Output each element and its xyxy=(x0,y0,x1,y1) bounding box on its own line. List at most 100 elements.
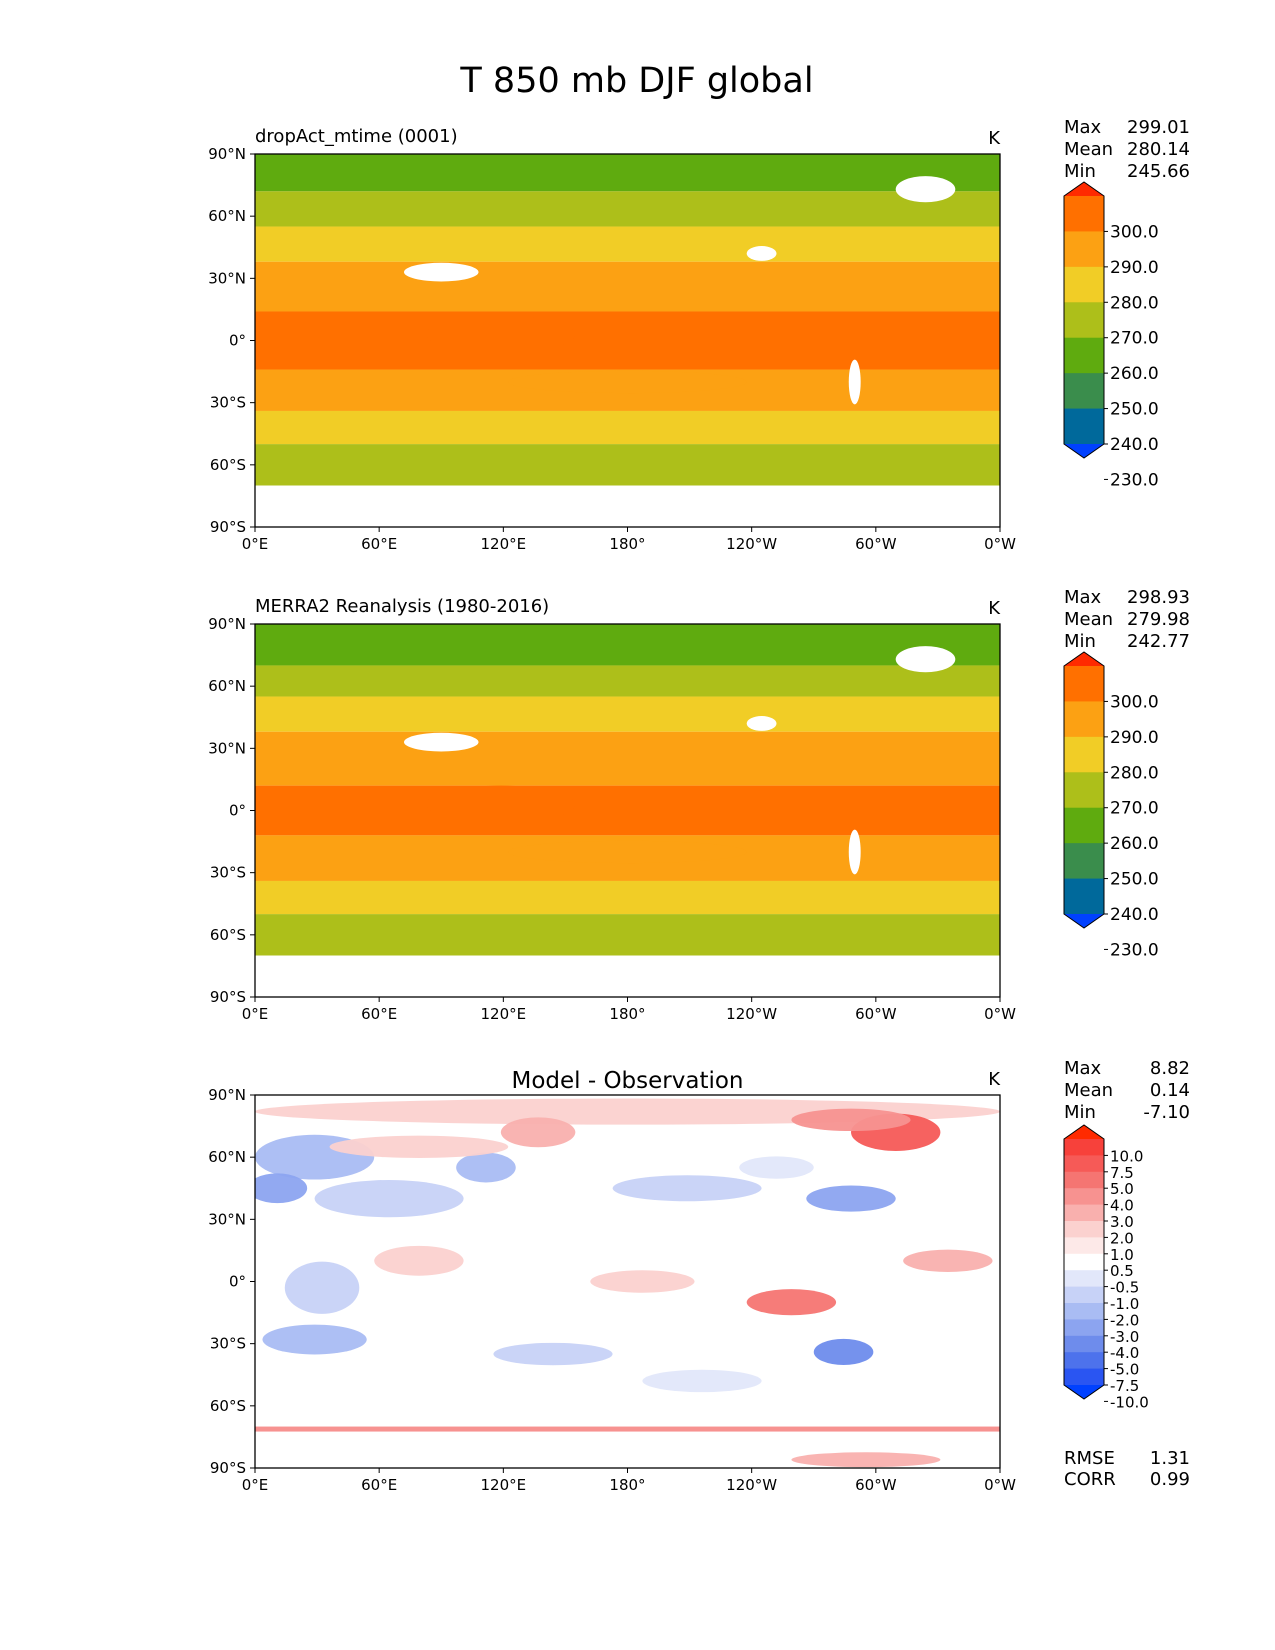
colorbar-segment xyxy=(1064,1188,1104,1206)
colorbar-segment xyxy=(1064,1253,1104,1271)
lat-tick-label: 90°N xyxy=(208,145,246,163)
panel-title: Model - Observation xyxy=(511,1068,743,1094)
map-field xyxy=(255,1095,1000,1468)
anomaly-blob xyxy=(813,1338,874,1366)
colorbar-level-label: 250.0 xyxy=(1110,870,1159,890)
lon-tick-label: 120°E xyxy=(481,535,527,553)
anomaly-blob xyxy=(903,1249,993,1272)
temperature-band xyxy=(255,665,1000,697)
colorbar-level-label: 5.0 xyxy=(1110,1180,1134,1198)
anomaly-blob xyxy=(746,1289,837,1316)
stat-label: Max xyxy=(1064,117,1102,138)
lat-tick-label: 90°N xyxy=(208,1086,246,1104)
anomaly-blob xyxy=(374,1245,464,1276)
colorbar-level-label: 280.0 xyxy=(1110,763,1159,783)
stat-value: 242.77 xyxy=(1127,631,1190,652)
colorbar-level-label: 230.0 xyxy=(1110,940,1159,960)
temperature-band xyxy=(255,311,1000,370)
temperature-band xyxy=(255,261,1000,312)
colorbar-level-label: 300.0 xyxy=(1110,222,1159,242)
lon-tick-label: 0°E xyxy=(242,1005,269,1023)
lon-tick-label: 0°W xyxy=(984,1476,1016,1494)
anomaly-blob xyxy=(255,1173,308,1204)
colorbar-segment xyxy=(1064,1286,1104,1304)
greenland-blank xyxy=(895,176,956,203)
colorbar-level-label: -1.0 xyxy=(1110,1295,1139,1313)
anomaly-blob xyxy=(791,1452,941,1468)
colorbar-segment xyxy=(1064,1319,1104,1337)
andes-blank xyxy=(848,829,861,875)
metric-label-corr: CORR xyxy=(1064,1469,1116,1490)
colorbar-level-label: -3.0 xyxy=(1110,1328,1139,1346)
lat-tick-label: 30°N xyxy=(208,1210,246,1228)
lat-tick-label: 30°N xyxy=(208,269,246,287)
stat-value: 245.66 xyxy=(1127,161,1190,182)
colorbar-segment xyxy=(1064,736,1104,773)
anomaly-blob xyxy=(590,1270,695,1293)
colorbar-segment xyxy=(1064,772,1104,809)
subtropical-patch xyxy=(508,840,747,864)
greenland-blank xyxy=(895,646,956,673)
lon-tick-label: 180° xyxy=(609,535,645,553)
anomaly-blob xyxy=(456,1152,516,1183)
colorbar-segment xyxy=(1064,1221,1104,1238)
colorbar-level-label: 290.0 xyxy=(1110,728,1159,748)
panel-test: 90°N 60°N 30°N 0° 30°S 60°S 90°S0°E 60°E 120°E 18… xyxy=(208,117,1190,553)
colorbar-level-label: 3.0 xyxy=(1110,1213,1134,1231)
colorbar-segment xyxy=(1064,807,1104,844)
temperature-band xyxy=(255,696,1000,732)
colorbar-segment xyxy=(1064,843,1104,880)
colorbar-level-label: 270.0 xyxy=(1110,799,1159,819)
colorbar-level-label: 4.0 xyxy=(1110,1197,1134,1215)
lat-tick-label: 60°N xyxy=(208,207,246,225)
rockies-blank xyxy=(746,716,777,731)
lat-tick-label: 60°S xyxy=(210,456,246,474)
colorbar: 10.07.55.04.03.02.01.00.5-0.5-1.0-2.0-3.… xyxy=(1063,1124,1149,1411)
colorbar-segment xyxy=(1064,1352,1104,1370)
colorbar-level-label: -2.0 xyxy=(1110,1311,1139,1329)
metric-value-rmse: 1.31 xyxy=(1150,1448,1190,1469)
stat-value: 299.01 xyxy=(1127,117,1190,138)
colorbar-level-label: 270.0 xyxy=(1110,329,1159,349)
metric-label-rmse: RMSE xyxy=(1064,1448,1115,1469)
lon-tick-label: 120°E xyxy=(481,1005,527,1023)
stat-label: Max xyxy=(1064,1058,1102,1079)
anomaly-blob xyxy=(612,1175,762,1202)
anomaly-blob xyxy=(284,1261,360,1314)
lon-tick-label: 120°W xyxy=(726,1005,777,1023)
anomaly-blob xyxy=(262,1324,367,1355)
lat-tick-label: 90°S xyxy=(210,988,246,1006)
lat-tick-label: 60°N xyxy=(208,1148,246,1166)
lat-tick-label: 30°N xyxy=(208,739,246,757)
colorbar-segment xyxy=(1064,1171,1104,1189)
stat-label: Mean xyxy=(1064,1080,1113,1101)
temperature-band xyxy=(255,955,1000,997)
colorbar-segment xyxy=(1064,1368,1104,1386)
warm-pool-patch xyxy=(426,315,576,353)
colorbar-level-label: 250.0 xyxy=(1110,400,1159,420)
colorbar-segment xyxy=(1064,196,1104,232)
temperature-band xyxy=(255,880,1000,915)
antarctic-anomaly xyxy=(255,1426,1000,1432)
andes-blank xyxy=(848,359,861,405)
stat-label: Min xyxy=(1064,1102,1096,1123)
lat-tick-label: 60°S xyxy=(210,1397,246,1415)
lat-tick-label: 30°S xyxy=(210,1335,246,1353)
lon-tick-label: 180° xyxy=(609,1005,645,1023)
temperature-band xyxy=(255,731,1000,786)
colorbar-top-arrow xyxy=(1064,1125,1104,1139)
anomaly-blob xyxy=(314,1179,464,1218)
stat-label: Max xyxy=(1064,587,1102,608)
temperature-band xyxy=(255,785,1000,836)
stat-label: Mean xyxy=(1064,609,1113,630)
colorbar-segment xyxy=(1064,408,1104,445)
lat-tick-label: 0° xyxy=(229,1273,246,1291)
colorbar: 300.0 290.0 280.0 270.0 260.0 250.0 240.0 230.0 xyxy=(1063,181,1159,490)
colorbar-level-label: 230.0 xyxy=(1110,470,1159,490)
colorbar-segment xyxy=(1064,878,1104,915)
lon-tick-label: 0°W xyxy=(984,1005,1016,1023)
rockies-blank xyxy=(746,246,777,261)
stat-value: 280.14 xyxy=(1127,139,1190,160)
tibet-blank xyxy=(404,732,479,752)
